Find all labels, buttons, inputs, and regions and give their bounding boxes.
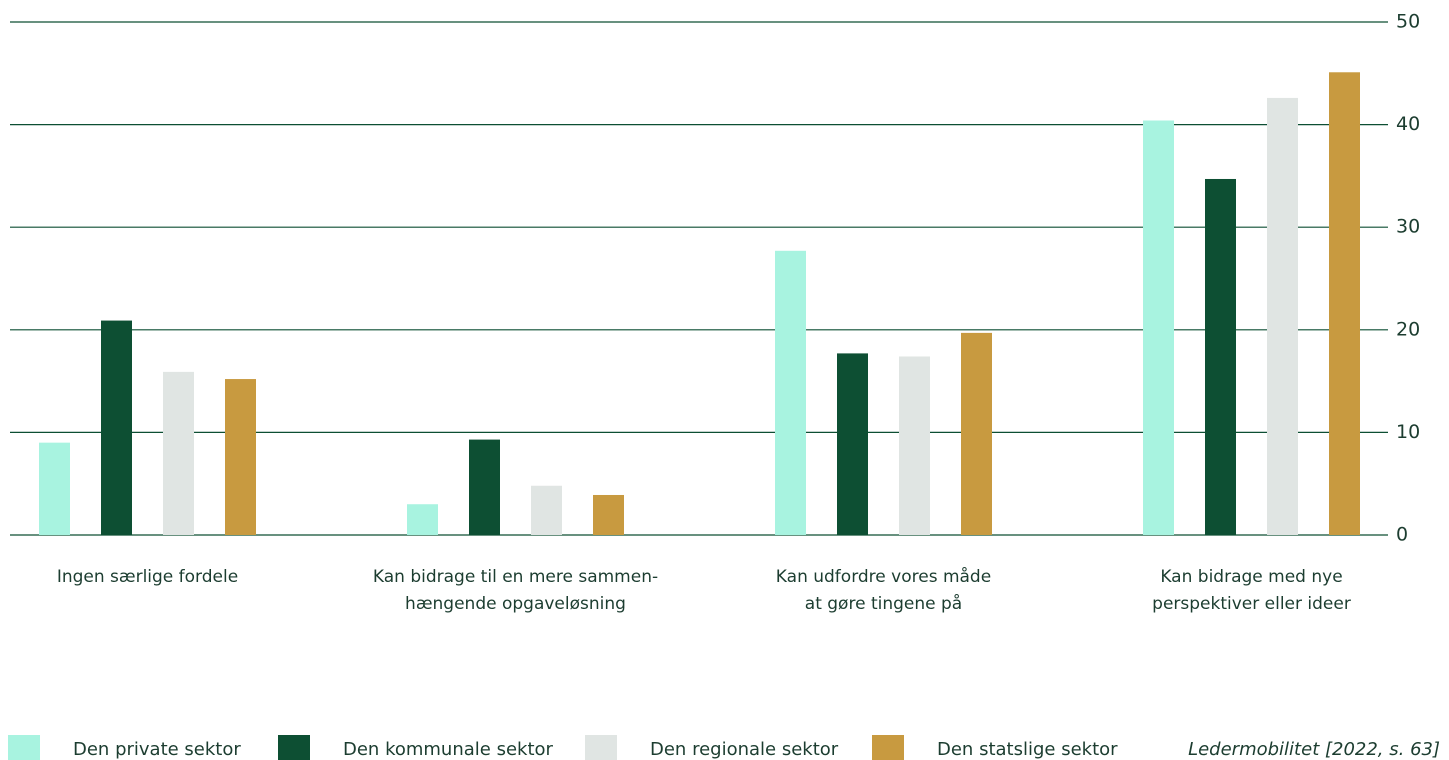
bar <box>837 353 868 535</box>
x-tick-label: Kan bidrage med nye perspektiver eller i… <box>1152 567 1351 614</box>
bar <box>593 494 624 535</box>
bar <box>469 439 500 535</box>
y-tick-label: 30 <box>1396 216 1420 238</box>
bar <box>1143 120 1174 535</box>
legend-label: Den statslige sektor <box>937 739 1118 760</box>
bar <box>899 356 930 535</box>
legend-label: Den private sektor <box>73 739 241 760</box>
legend-swatch <box>585 735 617 760</box>
bar <box>961 332 992 535</box>
bar <box>101 320 132 535</box>
x-tick-label: Kan udfordre vores måde at gøre tingene … <box>775 567 992 614</box>
legend-swatch <box>8 735 40 760</box>
y-tick-label: 20 <box>1396 318 1420 340</box>
bar <box>39 442 70 535</box>
bar <box>1329 72 1360 536</box>
legend-label: Den regionale sektor <box>650 739 839 760</box>
bar <box>531 485 562 535</box>
bar <box>407 504 438 535</box>
bar <box>163 371 194 535</box>
legend-swatch <box>278 735 310 760</box>
bar <box>225 379 256 535</box>
x-tick-label: Ingen særlige fordele <box>56 567 239 587</box>
bar <box>775 250 806 535</box>
y-tick-label: 40 <box>1396 113 1420 135</box>
y-tick-label: 10 <box>1396 421 1420 443</box>
bar <box>1205 178 1236 535</box>
y-tick-label: 0 <box>1396 524 1408 546</box>
source: Ledermobilitet [2022, s. 63] <box>1188 739 1440 760</box>
legend-label: Den kommunale sektor <box>343 739 554 760</box>
bar <box>1267 97 1298 535</box>
legend-swatch <box>872 735 904 760</box>
x-tick-label: Kan bidrage til en mere sammen- hængende… <box>372 567 659 614</box>
y-tick-label: 50 <box>1396 11 1420 33</box>
